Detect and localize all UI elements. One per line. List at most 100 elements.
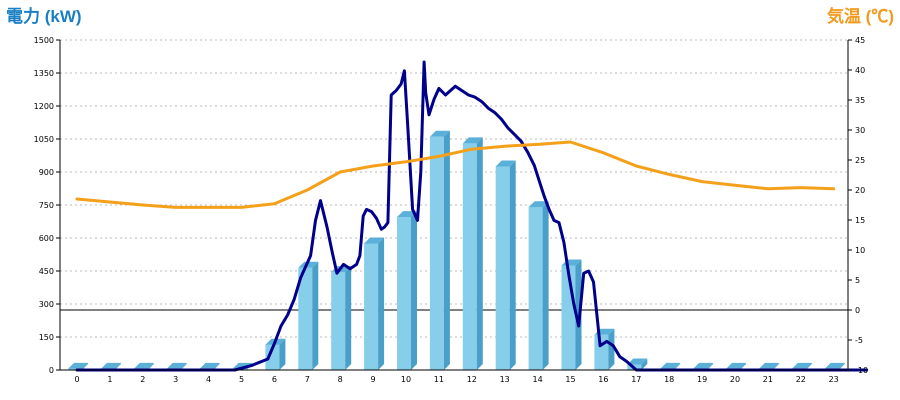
right-tick-label: 25 bbox=[855, 156, 865, 165]
x-tick-label: 14 bbox=[533, 375, 543, 384]
power-bar bbox=[68, 362, 88, 370]
right-tick-label: 30 bbox=[855, 126, 865, 135]
temperature-line bbox=[75, 140, 836, 209]
power-bar-top bbox=[791, 362, 812, 369]
x-tick-label: 8 bbox=[338, 375, 343, 384]
power-bar-top bbox=[199, 362, 220, 369]
right-tick-label: 20 bbox=[855, 186, 865, 195]
grid-lines bbox=[60, 39, 848, 338]
power-bar-front bbox=[462, 143, 477, 370]
right-tick-label: 40 bbox=[855, 66, 865, 75]
x-tick-label: 3 bbox=[173, 375, 178, 384]
x-tick-label: 12 bbox=[467, 375, 477, 384]
power-bar-front bbox=[528, 207, 543, 370]
power-bar bbox=[495, 160, 516, 370]
power-bar-top bbox=[68, 362, 88, 369]
power-bar-top bbox=[495, 160, 516, 167]
left-tick-label: 600 bbox=[39, 234, 54, 243]
power-bar-top bbox=[166, 362, 187, 369]
right-tick-label: 15 bbox=[855, 216, 865, 225]
power-bar-side bbox=[608, 328, 615, 370]
right-tick-label: 10 bbox=[855, 246, 865, 255]
x-tick-label: 6 bbox=[272, 375, 277, 384]
power-bar-top bbox=[693, 362, 714, 369]
power-bar-side bbox=[114, 362, 121, 370]
power-bar bbox=[298, 261, 319, 370]
left-axis-title: 電力 (kW) bbox=[6, 6, 82, 26]
power-bar-side bbox=[213, 362, 220, 370]
right-tick-label: 5 bbox=[855, 276, 860, 285]
x-tick-label: 19 bbox=[697, 375, 707, 384]
x-tick-label: 4 bbox=[206, 375, 211, 384]
power-bar-top bbox=[758, 362, 779, 369]
x-tick-label: 11 bbox=[434, 375, 444, 384]
power-bar bbox=[397, 211, 417, 370]
left-tick-label: 1350 bbox=[34, 69, 54, 78]
power-bar-top bbox=[462, 137, 483, 144]
data-lines bbox=[75, 60, 869, 372]
power-bar-side bbox=[345, 266, 352, 370]
power-bar-front bbox=[364, 243, 379, 370]
left-tick-label: 450 bbox=[39, 267, 54, 276]
x-tick-label: 21 bbox=[763, 375, 773, 384]
power-line bbox=[75, 60, 869, 372]
right-tick-label: 0 bbox=[855, 306, 860, 315]
x-tick-label: 16 bbox=[598, 375, 608, 384]
axes: 01503004506007509001050120013501500-10-5… bbox=[34, 36, 868, 384]
power-bar-top bbox=[298, 261, 319, 268]
power-bar-top bbox=[429, 130, 450, 137]
x-tick-label: 18 bbox=[664, 375, 674, 384]
power-bar-side bbox=[838, 362, 845, 370]
left-tick-label: 900 bbox=[39, 168, 54, 177]
power-bar-front bbox=[495, 166, 510, 370]
right-tick-label: 35 bbox=[855, 96, 865, 105]
x-tick-label: 20 bbox=[730, 375, 740, 384]
power-bar-front bbox=[331, 272, 346, 370]
power-bars bbox=[68, 130, 845, 370]
power-bar bbox=[528, 201, 549, 370]
right-tick-label: -5 bbox=[855, 336, 863, 345]
power-bar-top bbox=[660, 362, 681, 369]
power-bar-side bbox=[476, 137, 483, 370]
left-tick-label: 300 bbox=[39, 300, 54, 309]
left-tick-label: 1500 bbox=[34, 36, 54, 45]
power-bar-side bbox=[180, 362, 187, 370]
power-bar-top bbox=[726, 362, 746, 369]
power-bar-front bbox=[397, 217, 411, 370]
power-bar-side bbox=[542, 201, 549, 370]
power-bar-front bbox=[429, 136, 444, 370]
right-tick-label: -10 bbox=[855, 366, 868, 375]
power-bar-side bbox=[772, 362, 779, 370]
left-tick-label: 1200 bbox=[34, 102, 54, 111]
right-axis-title: 気温 (℃) bbox=[826, 6, 894, 26]
left-tick-label: 750 bbox=[39, 201, 54, 210]
power-bar-side bbox=[312, 261, 319, 370]
power-bar-side bbox=[509, 160, 516, 370]
x-tick-label: 23 bbox=[829, 375, 839, 384]
power-bar bbox=[265, 338, 286, 370]
power-bar-side bbox=[279, 338, 286, 370]
x-tick-label: 22 bbox=[796, 375, 806, 384]
power-bar-front bbox=[298, 267, 313, 370]
power-bar bbox=[594, 328, 615, 370]
power-bar-side bbox=[378, 237, 385, 370]
x-tick-label: 10 bbox=[401, 375, 411, 384]
power-bar-top bbox=[364, 237, 385, 244]
x-tick-label: 2 bbox=[140, 375, 145, 384]
power-bar-side bbox=[674, 362, 681, 370]
left-tick-label: 1050 bbox=[34, 135, 54, 144]
power-bar-top bbox=[528, 201, 549, 208]
power-bar-side bbox=[641, 358, 648, 370]
power-bar-front bbox=[265, 344, 280, 370]
x-tick-label: 9 bbox=[371, 375, 376, 384]
power-bar-top bbox=[100, 362, 121, 369]
x-tick-label: 7 bbox=[305, 375, 310, 384]
power-bar-front bbox=[68, 368, 82, 370]
power-bar-side bbox=[82, 362, 88, 370]
x-tick-label: 1 bbox=[107, 375, 112, 384]
x-tick-label: 17 bbox=[631, 375, 641, 384]
power-bar-side bbox=[707, 362, 714, 370]
power-bar-side bbox=[740, 362, 746, 370]
